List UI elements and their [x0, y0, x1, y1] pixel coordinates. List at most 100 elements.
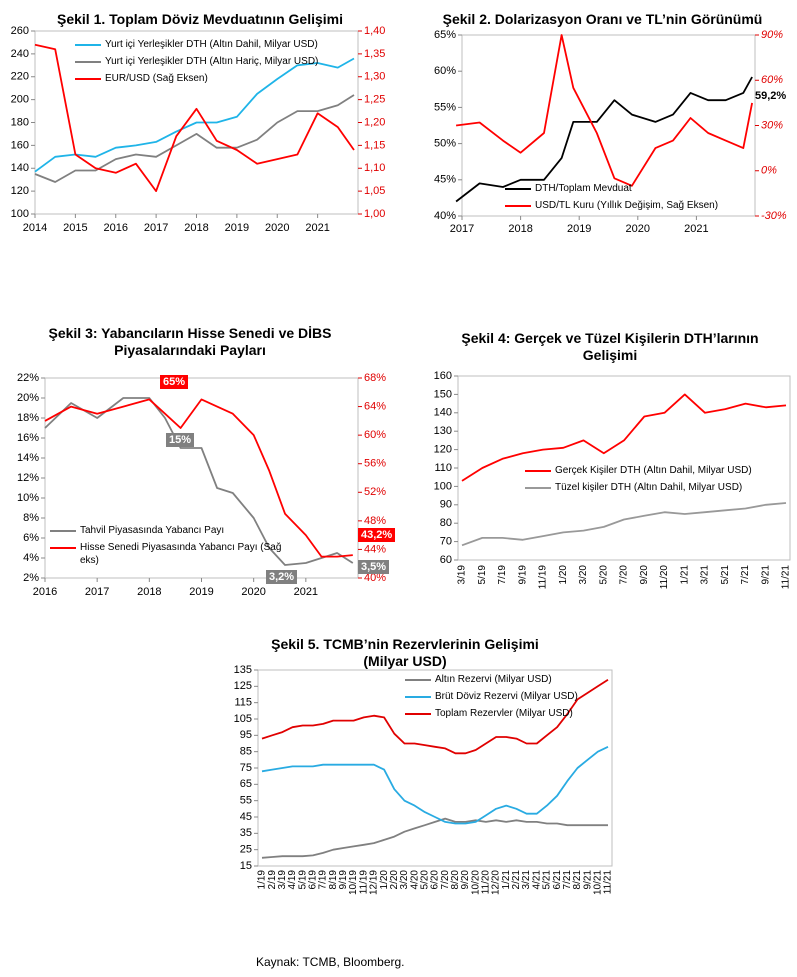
y-tick-label: 140: [434, 407, 452, 419]
legend-swatch: [525, 487, 551, 489]
x-tick-label: 2019: [225, 222, 249, 234]
x-tick-label: 8/21: [572, 870, 583, 890]
y-tick-label: 95: [240, 729, 252, 741]
legend-label: Brüt Döviz Rezervi (Milyar USD): [435, 691, 578, 702]
y-tick-label: 135: [234, 664, 252, 676]
x-tick-label: 4/20: [409, 870, 420, 890]
x-tick-label: 3/21: [521, 870, 532, 890]
y-tick-label: 35: [240, 827, 252, 839]
y2-tick-label: 30%: [761, 119, 783, 131]
y-tick-label: 55: [240, 795, 252, 807]
legend-label: Yurt içi Yerleşikler DTH (Altın Dahil, M…: [105, 39, 318, 50]
y-tick-label: 2%: [23, 572, 39, 584]
y2-tick-label: 68%: [364, 372, 386, 384]
x-tick-label: 2/20: [389, 870, 400, 890]
series-line: [261, 817, 608, 859]
annotation: 3,5%: [358, 560, 390, 574]
legend-label: Toplam Rezervler (Milyar USD): [435, 708, 573, 719]
y-tick-label: 65: [240, 778, 252, 790]
y2-tick-label: 1,10: [364, 162, 385, 174]
legend-item: DTH/Toplam Mevduat: [505, 182, 745, 195]
x-tick-label: 3/20: [578, 565, 589, 585]
x-tick-label: 2021: [684, 223, 708, 235]
legend: Gerçek Kişiler DTH (Altın Dahil, Milyar …: [525, 464, 775, 498]
legend-item: Tahvil Piyasasında Yabancı Payı: [50, 524, 290, 537]
x-tick-label: 2018: [184, 222, 208, 234]
x-tick-label: 11/21: [781, 565, 792, 590]
legend-label: Tüzel kişiler DTH (Altın Dahil, Milyar U…: [555, 482, 743, 493]
legend-label: Hisse Senedi Piyasasında Yabancı Payı (S…: [80, 542, 282, 566]
series-line: [461, 502, 787, 547]
x-tick-label: 9/19: [517, 565, 528, 585]
x-tick-label: 2020: [626, 223, 650, 235]
y-tick-label: 15: [240, 860, 252, 872]
legend-label: Gerçek Kişiler DTH (Altın Dahil, Milyar …: [555, 465, 752, 476]
series-line: [455, 34, 753, 187]
legend-item: Yurt içi Yerleşikler DTH (Altın Dahil, M…: [75, 38, 350, 51]
y-tick-label: 60: [440, 554, 452, 566]
y2-tick-label: 1,35: [364, 48, 385, 60]
y-tick-label: 150: [434, 388, 452, 400]
chart-title: Şekil 4: Gerçek ve Tüzel Kişilerin DTH’l…: [461, 330, 759, 363]
legend-item: Brüt Döviz Rezervi (Milyar USD): [405, 690, 605, 703]
y-tick-label: 45%: [434, 174, 456, 186]
x-tick-label: 2020: [241, 586, 265, 598]
series-line: [455, 76, 753, 203]
x-tick-label: 1/21: [679, 565, 690, 585]
chart-title: Şekil 3: Yabancıların Hisse Senedi ve Dİ…: [48, 325, 332, 358]
y2-tick-label: 1,30: [364, 71, 385, 83]
legend-label: EUR/USD (Sağ Eksen): [105, 73, 208, 84]
legend-item: USD/TL Kuru (Yıllık Değişim, Sağ Eksen): [505, 199, 745, 212]
legend: DTH/Toplam Mevduat USD/TL Kuru (Yıllık De…: [505, 182, 745, 216]
x-tick-label: 7/20: [619, 565, 630, 585]
y-tick-label: 100: [434, 480, 452, 492]
x-tick-label: 2017: [144, 222, 168, 234]
x-tick-label: 10/21: [592, 870, 603, 895]
legend-swatch: [525, 470, 551, 472]
legend-item: Tüzel kişiler DTH (Altın Dahil, Milyar U…: [525, 481, 775, 494]
y-tick-label: 50%: [434, 138, 456, 150]
y-tick-label: 140: [11, 162, 29, 174]
x-tick-label: 10/19: [348, 870, 359, 895]
x-tick-label: 11/19: [358, 870, 369, 895]
legend-label: DTH/Toplam Mevduat: [535, 183, 632, 194]
legend-item: Toplam Rezervler (Milyar USD): [405, 707, 605, 720]
annotation: 43,2%: [358, 528, 396, 542]
legend-label: USD/TL Kuru (Yıllık Değişim, Sağ Eksen): [535, 200, 719, 211]
x-tick-label: 3/21: [700, 565, 711, 585]
source: Kaynak: TCMB, Bloomberg.: [256, 955, 405, 969]
legend-swatch: [75, 61, 101, 63]
y-tick-label: 110: [434, 462, 452, 474]
annotation: 15%: [166, 433, 195, 447]
y-tick-label: 4%: [23, 552, 39, 564]
x-tick-label: 2021: [305, 222, 329, 234]
x-tick-label: 9/21: [582, 870, 593, 890]
y-tick-label: 240: [11, 48, 29, 60]
legend-swatch: [505, 188, 531, 190]
legend: Altın Rezervi (Milyar USD) Brüt Döviz Rez…: [405, 673, 605, 724]
annotation: 59,2%: [755, 90, 787, 102]
legend-item: Hisse Senedi Piyasasında Yabancı Payı (S…: [50, 541, 290, 567]
x-tick-label: 1/21: [501, 870, 512, 890]
y-tick-label: 45: [240, 811, 252, 823]
y-tick-label: 85: [240, 746, 252, 758]
x-tick-label: 5/21: [542, 870, 553, 890]
y2-tick-label: 1,40: [364, 25, 385, 37]
y-tick-label: 25: [240, 844, 252, 856]
x-tick-label: 5/19: [477, 565, 488, 585]
x-tick-label: 3/20: [399, 870, 410, 890]
series-line: [44, 397, 354, 566]
legend-item: Gerçek Kişiler DTH (Altın Dahil, Milyar …: [525, 464, 775, 477]
legend-item: EUR/USD (Sağ Eksen): [75, 72, 350, 85]
y-tick-label: 6%: [23, 532, 39, 544]
y-tick-label: 90: [440, 499, 452, 511]
x-tick-label: 2017: [450, 223, 474, 235]
y-tick-label: 120: [11, 185, 29, 197]
x-tick-label: 5/19: [297, 870, 308, 890]
x-tick-label: 12/19: [369, 870, 380, 895]
legend-swatch: [505, 205, 531, 207]
series-line: [261, 679, 609, 755]
y-tick-label: 20%: [17, 392, 39, 404]
y-tick-label: 14%: [17, 452, 39, 464]
